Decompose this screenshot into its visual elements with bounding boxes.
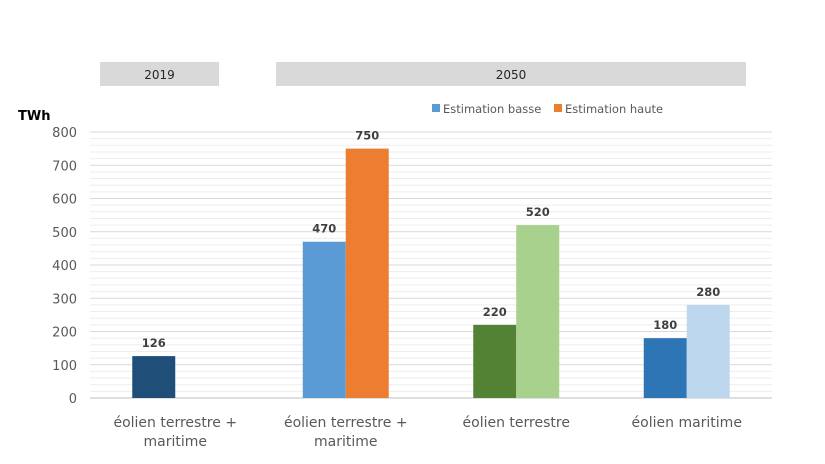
y-tick-label: 400	[52, 259, 77, 274]
x-tick-label: maritime	[314, 434, 378, 450]
period-header-band	[276, 62, 746, 86]
y-tick-label: 600	[52, 193, 77, 208]
y-tick-label: 700	[52, 159, 77, 174]
bar	[473, 324, 517, 398]
data-label: 470	[312, 222, 336, 236]
x-tick-label: maritime	[144, 434, 208, 450]
x-tick-label: éolien maritime	[632, 415, 742, 431]
bar	[686, 304, 730, 398]
y-axis-label: TWh	[18, 109, 50, 124]
y-tick-label: 500	[52, 226, 77, 241]
x-tick-label: éolien terrestre +	[113, 415, 237, 431]
bar	[516, 225, 560, 398]
data-label: 126	[142, 336, 166, 350]
legend-label: Estimation basse	[443, 102, 541, 116]
y-tick-label: 300	[52, 292, 77, 307]
x-tick-label: éolien terrestre	[463, 415, 570, 431]
bar	[643, 338, 687, 398]
y-tick-label: 0	[69, 392, 77, 407]
legend-label: Estimation haute	[565, 102, 663, 116]
bar	[132, 356, 176, 398]
data-label: 220	[483, 305, 507, 319]
bar	[345, 148, 389, 398]
data-label: 750	[355, 129, 379, 143]
period-header-label: 2019	[144, 68, 175, 82]
y-tick-label: 800	[52, 126, 77, 141]
legend-swatch	[554, 104, 562, 112]
x-tick-label: éolien terrestre +	[284, 415, 408, 431]
data-label: 280	[696, 285, 720, 299]
legend-swatch	[432, 104, 440, 112]
data-label: 180	[653, 318, 677, 332]
y-tick-label: 100	[52, 359, 77, 374]
y-tick-label: 200	[52, 326, 77, 341]
bar	[302, 241, 346, 398]
period-header-band	[100, 62, 219, 86]
period-header-label: 2050	[496, 68, 527, 82]
data-label: 520	[526, 205, 550, 219]
